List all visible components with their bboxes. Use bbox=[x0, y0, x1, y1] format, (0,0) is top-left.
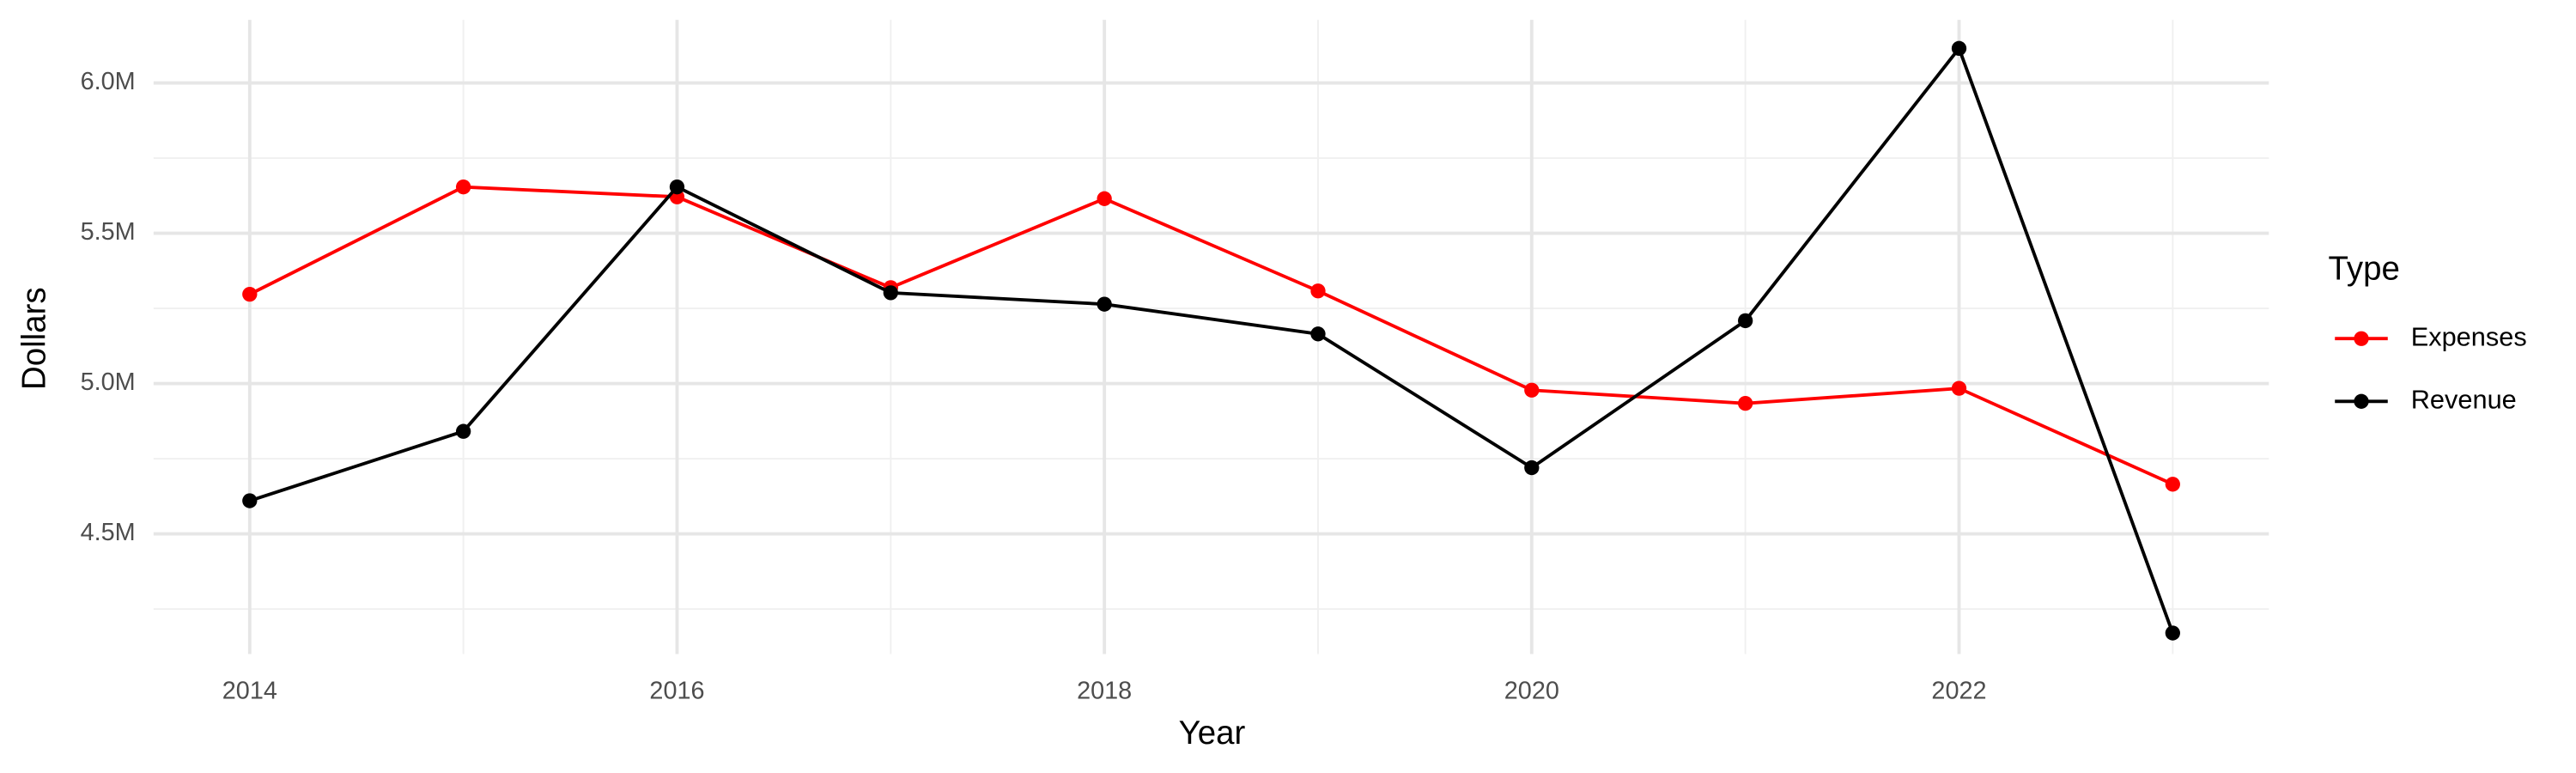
data-point bbox=[669, 180, 685, 195]
data-point bbox=[1524, 460, 1540, 476]
series-line bbox=[248, 185, 2174, 486]
data-point bbox=[1310, 283, 1326, 299]
legend-label: Expenses bbox=[2411, 321, 2527, 351]
data-point bbox=[1310, 326, 1326, 342]
data-point bbox=[1097, 296, 1112, 312]
data-point bbox=[2165, 477, 2180, 492]
legend-key-point bbox=[2354, 393, 2369, 409]
data-point bbox=[1951, 40, 1967, 56]
data-point bbox=[2165, 625, 2180, 641]
y-tick-label: 6.0M bbox=[81, 68, 136, 95]
data-point bbox=[242, 493, 258, 508]
y-tick-label: 4.5M bbox=[81, 519, 136, 546]
data-point bbox=[456, 180, 471, 195]
data-point bbox=[1738, 313, 1753, 329]
data-point bbox=[1524, 382, 1540, 398]
data-point bbox=[1097, 191, 1112, 206]
data-point bbox=[1738, 395, 1753, 411]
y-tick-label: 5.0M bbox=[81, 368, 136, 396]
x-tick-label: 2022 bbox=[1931, 677, 1986, 704]
y-tick-label: 5.5M bbox=[81, 218, 136, 246]
legend-key-point bbox=[2354, 331, 2369, 346]
data-point bbox=[883, 285, 898, 301]
x-tick-label: 2018 bbox=[1077, 677, 1132, 704]
y-axis-title: Dollars bbox=[15, 287, 52, 390]
data-point bbox=[242, 286, 258, 302]
data-point bbox=[456, 423, 471, 439]
data-point bbox=[1951, 380, 1967, 396]
legend-title: Type bbox=[2329, 251, 2400, 288]
x-tick-label: 2014 bbox=[222, 677, 277, 704]
x-axis-title: Year bbox=[1179, 715, 1246, 752]
series-line bbox=[249, 45, 2175, 634]
x-tick-label: 2016 bbox=[649, 677, 704, 704]
grid bbox=[153, 20, 2269, 654]
legend-label: Revenue bbox=[2411, 384, 2517, 414]
x-tick-label: 2020 bbox=[1504, 677, 1559, 704]
